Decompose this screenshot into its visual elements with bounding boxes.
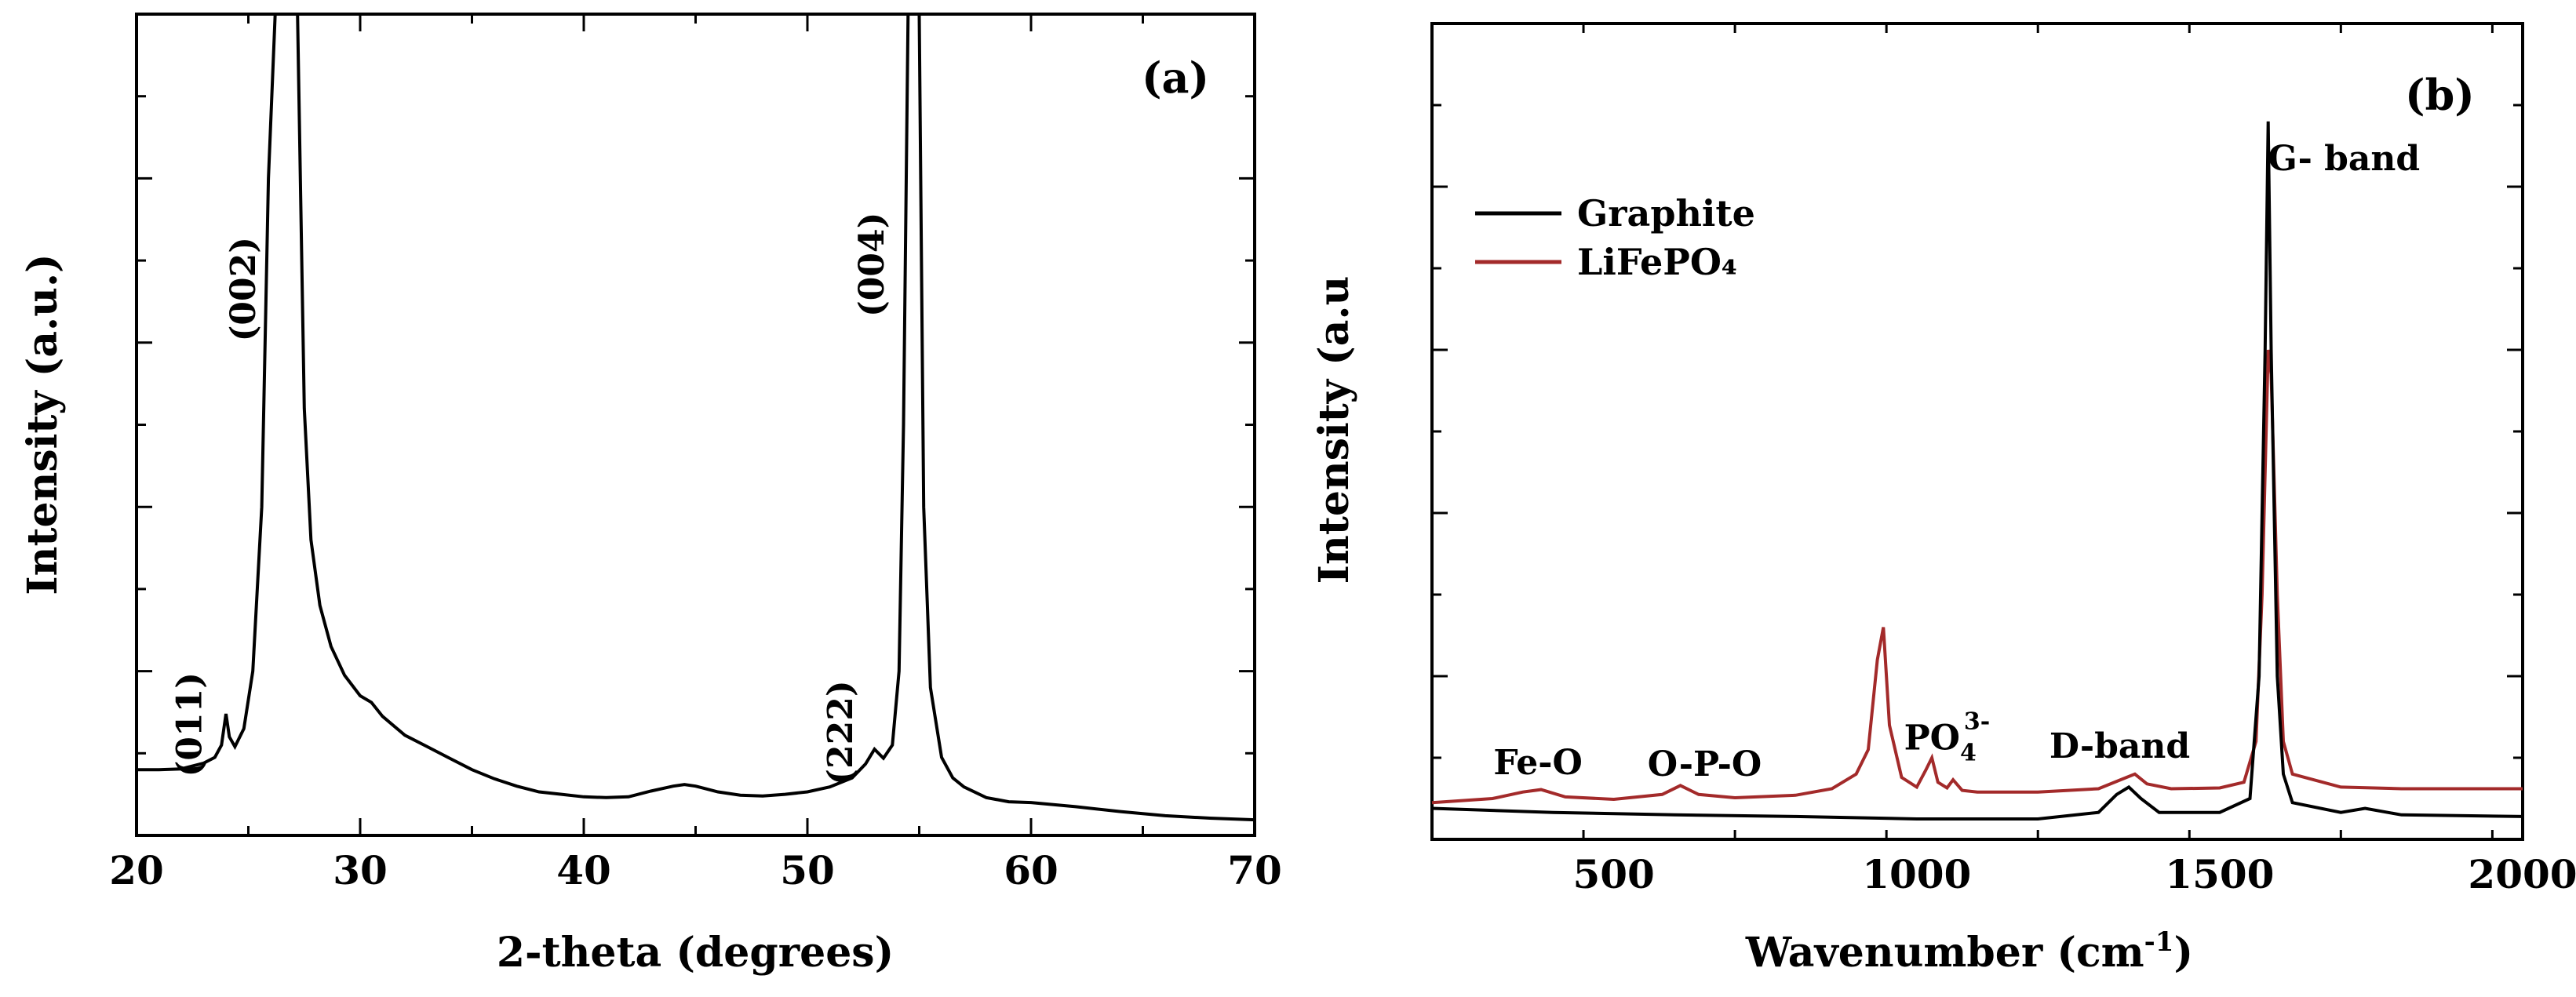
panel-label-b: (b) xyxy=(2405,70,2475,120)
panel-a: 20 30 40 50 60 70 (011) (002) (004) (222) (a) 2-… xyxy=(19,13,1282,977)
ticks-b xyxy=(1430,22,2523,841)
legend-label-graphite: Graphite xyxy=(1577,192,1755,235)
x-tick-label: 20 xyxy=(109,847,164,893)
peak-annotation: D-band xyxy=(2050,726,2190,766)
x-tick-label: 500 xyxy=(1572,851,1654,897)
x-tick-label: 30 xyxy=(333,847,388,893)
y-axis-title-b: Intensity (a.u xyxy=(1310,276,1358,584)
x-axis-title-b: Wavenumber (cm-1) xyxy=(1745,926,2193,977)
peak-annotation: (004) xyxy=(852,213,892,317)
annotation-text: O-P-O xyxy=(1648,744,1762,784)
peak-annotation: (011) xyxy=(170,672,210,777)
annotations-a: (011) (002) (004) (222) xyxy=(170,213,892,785)
annotation-sup: 3- xyxy=(1964,708,1990,736)
annotation-sub: 4 xyxy=(1960,740,1977,767)
annotation-text: D-band xyxy=(2050,726,2190,766)
x-tick-label: 2000 xyxy=(2468,851,2576,897)
legend: Graphite LiFePO₄ xyxy=(1475,192,1755,283)
peak-annotation: (002) xyxy=(224,237,264,341)
peak-annotation: Fe-O xyxy=(1493,743,1582,783)
ticks-a xyxy=(135,13,1256,837)
x-axis-title-a: 2-theta (degrees) xyxy=(497,929,894,977)
panel-b: 500 1000 1500 2000 G- band D-band Fe-O O-P-O PO… xyxy=(1310,22,2576,977)
x-tick-label: 60 xyxy=(1004,847,1058,893)
x-tick-labels-b: 500 1000 1500 2000 xyxy=(1572,851,2576,897)
x-axis-title-b-close: ) xyxy=(2173,929,2193,977)
raman-series-graphite-black-line xyxy=(1431,121,2523,821)
peak-annotation: G- band xyxy=(2268,139,2420,179)
annotation-text: Fe-O xyxy=(1493,743,1582,783)
raman-series-graphite-line xyxy=(1431,349,2523,805)
x-tick-label: 1500 xyxy=(2165,851,2274,897)
peak-annotation: (222) xyxy=(821,680,861,784)
x-axis-title-b-main: Wavenumber (cm xyxy=(1745,929,2144,977)
panel-label-a: (a) xyxy=(1142,53,1209,103)
xrd-series-line xyxy=(137,13,1255,822)
x-tick-label: 40 xyxy=(556,847,611,893)
annotation-text: G- band xyxy=(2268,139,2420,179)
x-tick-labels-a: 20 30 40 50 60 70 xyxy=(109,847,1282,893)
peak-annotation: PO4 3- xyxy=(1904,708,1991,767)
x-axis-title-b-sup: -1 xyxy=(2144,926,2174,958)
x-tick-label: 1000 xyxy=(1862,851,1971,897)
annotation-text: (002) xyxy=(224,237,264,341)
annotation-text: PO xyxy=(1904,719,1960,759)
x-tick-label: 70 xyxy=(1227,847,1282,893)
y-axis-title-a: Intensity (a.u.) xyxy=(19,253,67,595)
x-tick-label: 50 xyxy=(780,847,835,893)
annotation-text: (004) xyxy=(852,213,892,317)
annotations-b: G- band D-band Fe-O O-P-O PO4 3- xyxy=(1493,139,2420,784)
annotation-text: (222) xyxy=(821,680,861,784)
peak-annotation: O-P-O xyxy=(1648,744,1762,784)
annotation-text: (011) xyxy=(170,672,210,777)
legend-label-lifepo4: LiFePO₄ xyxy=(1577,241,1737,283)
